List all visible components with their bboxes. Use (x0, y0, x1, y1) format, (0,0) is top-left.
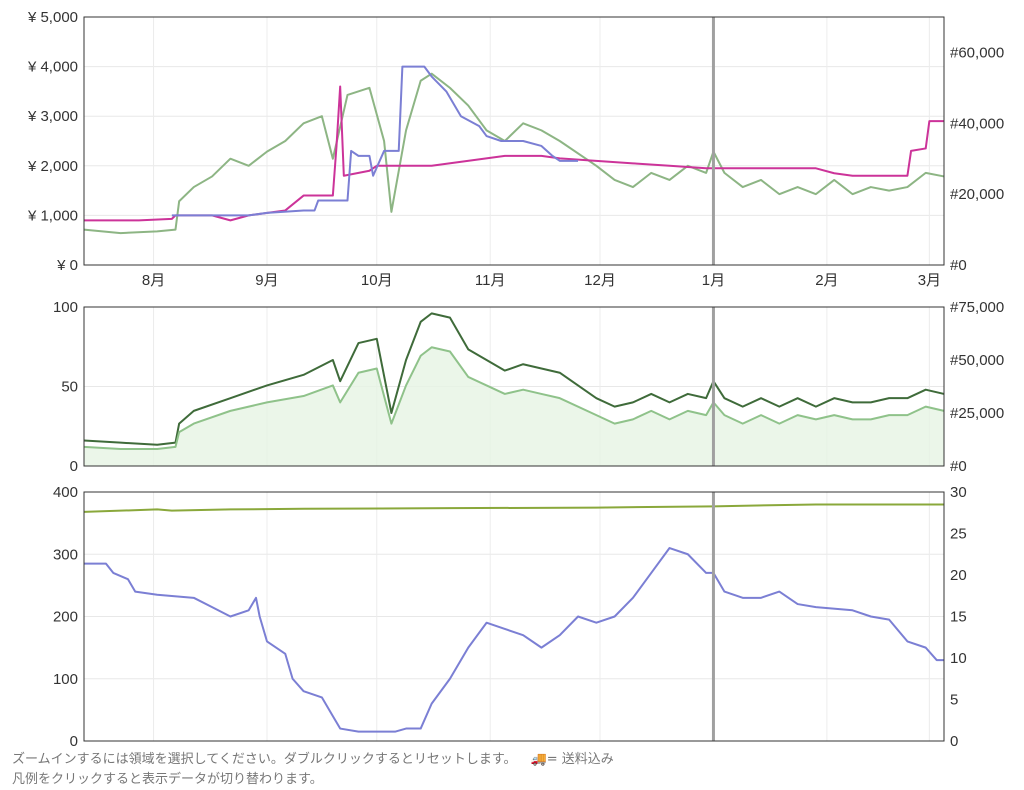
y-right-tick-label: #75,000 (950, 299, 1004, 316)
truck-icon: 🚚 (530, 752, 547, 767)
y-left-tick-label: ¥ 5,000 (27, 9, 78, 26)
y-right-tick-label: #60,000 (950, 44, 1004, 61)
zoom-instruction-text: ズームインするには領域を選択してください。ダブルクリックするとリセットします。 (12, 752, 517, 767)
y-left-tick-label: ¥ 1,000 (27, 207, 78, 224)
shipping-legend-text: = 送料込み (546, 752, 614, 767)
y-right-tick-label: 15 (950, 609, 967, 626)
series-line-1 (84, 547, 944, 733)
x-tick-label: 3月 (918, 272, 941, 289)
y-right-tick-label: #50,000 (950, 352, 1004, 369)
y-left-tick-label: 100 (53, 671, 78, 688)
y-left-tick-label: 0 (70, 458, 78, 475)
plot-frame (83, 306, 945, 467)
y-left-tick-label: ¥ 0 (56, 257, 78, 274)
plot-frame (83, 16, 945, 266)
keepa-price-history-charts[interactable]: ¥ 0 ¥ 1,000 ¥ 2,000 ¥ 3,000 ¥ 4,000 ¥ 5,000 #0… (0, 0, 1024, 748)
series-line-0 (83, 503, 944, 513)
y-left-tick-label: ¥ 3,000 (27, 108, 78, 125)
y-right-tick-label: 0 (950, 733, 958, 748)
legend-toggle-instructions: 凡例をクリックすると表示データが切り替わります。 (12, 772, 323, 787)
zoom-instructions: ズームインするには領域を選択してください。ダブルクリックするとリセットします。 🚚… (12, 750, 614, 770)
y-right-tick-label: 25 (950, 526, 967, 543)
y-left-tick-label: ¥ 2,000 (27, 158, 78, 175)
x-tick-label: 1月 (702, 272, 725, 289)
y-right-tick-label: #40,000 (950, 115, 1004, 132)
y-right-tick-label: 30 (950, 484, 967, 501)
y-left-tick-label: 300 (53, 546, 78, 563)
y-left-tick-label: 50 (61, 379, 78, 396)
series-area-fill (84, 347, 944, 466)
chart-footer: ズームインするには領域を選択してください。ダブルクリックするとリセットします。 🚚… (12, 750, 614, 787)
y-right-tick-label: 10 (950, 650, 967, 667)
plot-frame (83, 491, 945, 742)
y-right-tick-label: 20 (950, 567, 967, 584)
x-tick-label: 8月 (142, 272, 165, 289)
x-tick-label: 9月 (255, 272, 278, 289)
y-right-tick-label: #0 (950, 257, 967, 274)
x-tick-label: 10月 (361, 272, 393, 289)
y-left-tick-label: 100 (53, 299, 78, 316)
y-left-tick-label: 200 (53, 609, 78, 626)
x-tick-label: 12月 (584, 272, 616, 289)
series-line-0 (83, 312, 945, 446)
series-line-2 (171, 65, 579, 217)
x-tick-label: 11月 (475, 272, 506, 289)
y-left-tick-label: ¥ 4,000 (27, 59, 78, 76)
y-left-tick-label: 0 (70, 733, 78, 748)
y-left-tick-label: 400 (53, 484, 78, 501)
series-line-1 (83, 346, 945, 451)
y-right-tick-label: #0 (950, 458, 967, 475)
series-line-0 (83, 72, 945, 235)
series-line-1 (84, 85, 944, 222)
y-right-tick-label: 5 (950, 692, 958, 709)
x-tick-label: 2月 (815, 272, 838, 289)
y-right-tick-label: #25,000 (950, 405, 1004, 422)
y-right-tick-label: #20,000 (950, 186, 1004, 203)
